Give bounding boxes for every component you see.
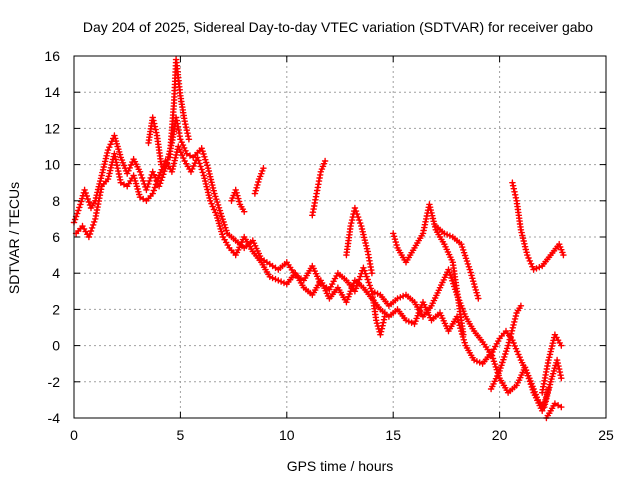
y-tick-label: 6 bbox=[52, 229, 60, 245]
series-arc-7 bbox=[368, 288, 388, 338]
y-tick-label: 8 bbox=[52, 193, 60, 209]
axis-ticks: 0 5 10 15 20 25 -4 -2 0 2 4 6 8 10 12 14 16 bbox=[44, 48, 614, 443]
series-markers bbox=[509, 179, 567, 273]
series-markers bbox=[538, 331, 565, 396]
x-tick-label: 20 bbox=[492, 427, 508, 443]
y-tick-label: 14 bbox=[44, 84, 60, 100]
x-axis-label: GPS time / hours bbox=[287, 458, 394, 474]
series-arc-4 bbox=[251, 164, 267, 197]
y-tick-label: 12 bbox=[44, 120, 60, 136]
x-tick-label: 10 bbox=[279, 427, 295, 443]
series-arc-5 bbox=[309, 157, 329, 219]
y-tick-label: 4 bbox=[52, 265, 60, 281]
series-arc-9 bbox=[432, 222, 482, 302]
series-markers bbox=[389, 201, 467, 338]
series-markers bbox=[309, 157, 329, 219]
series-arc-2 bbox=[145, 114, 165, 168]
series-markers bbox=[72, 143, 552, 415]
x-tick-label: 0 bbox=[70, 427, 78, 443]
series-arc-13 bbox=[538, 331, 565, 396]
y-tick-label: -2 bbox=[48, 374, 61, 390]
data-series bbox=[70, 56, 567, 422]
chart-title: Day 204 of 2025, Sidereal Day-to-day VTE… bbox=[83, 19, 593, 35]
series-arc-3 bbox=[228, 186, 248, 215]
series-markers bbox=[343, 204, 376, 277]
series-markers bbox=[166, 56, 193, 161]
y-tick-label: 16 bbox=[44, 48, 60, 64]
y-tick-label: 2 bbox=[52, 301, 60, 317]
series-arc-6 bbox=[343, 204, 376, 277]
series-arc-10 bbox=[487, 302, 525, 393]
series-arc-11 bbox=[509, 179, 567, 273]
series-markers bbox=[487, 302, 525, 393]
series-markers bbox=[70, 114, 565, 411]
series-track-a bbox=[70, 114, 565, 411]
series-markers bbox=[368, 288, 388, 338]
x-tick-label: 5 bbox=[177, 427, 185, 443]
y-axis-label: SDTVAR / TECUs bbox=[6, 182, 22, 294]
series-markers bbox=[251, 164, 267, 197]
y-tick-label: 0 bbox=[52, 338, 60, 354]
series-markers bbox=[432, 222, 482, 302]
series-markers bbox=[145, 114, 165, 168]
y-tick-label: 10 bbox=[44, 157, 60, 173]
series-arc-8 bbox=[389, 201, 467, 338]
series-arc-1 bbox=[166, 56, 193, 161]
y-tick-label: -4 bbox=[48, 410, 61, 426]
series-line bbox=[72, 116, 563, 409]
x-tick-label: 15 bbox=[385, 427, 401, 443]
x-tick-label: 25 bbox=[598, 427, 614, 443]
series-markers bbox=[228, 186, 248, 215]
grid-lines bbox=[74, 56, 606, 418]
